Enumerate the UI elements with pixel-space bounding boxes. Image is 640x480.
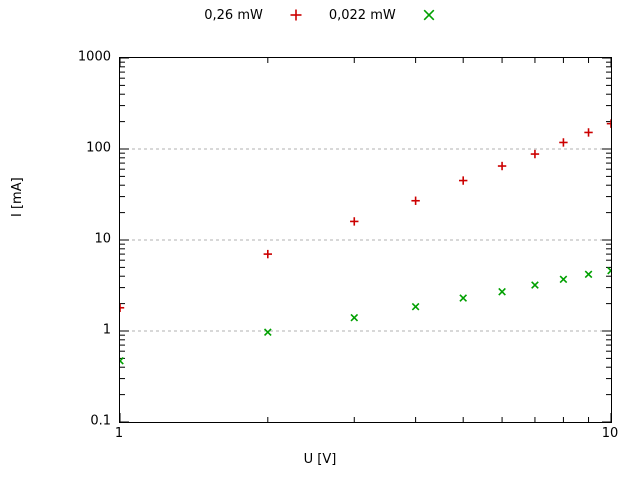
- data-markers: [120, 119, 611, 365]
- x-axis-tick-labels: 1 10: [115, 426, 618, 444]
- chart-legend: 0,26 mW 0,022 mW: [0, 0, 640, 30]
- x-axis-title: U [V]: [303, 452, 337, 467]
- plot-area: [119, 57, 612, 423]
- y-tick-label: 1: [102, 322, 111, 338]
- x-tick-label: 10: [601, 426, 619, 441]
- grid-lines: [120, 148, 611, 332]
- y-axis-title: I [mA]: [10, 177, 25, 217]
- y-axis-tick-labels: 0.1 1 10 100 1000: [46, 50, 111, 429]
- y-tick-label: 100: [86, 140, 111, 156]
- legend-entry-series-2: 0,022 mW: [329, 8, 436, 23]
- legend-entry-series-1: 0,26 mW: [204, 8, 303, 23]
- cross-marker-icon: [422, 8, 436, 22]
- y-tick-label: 0.1: [90, 413, 111, 429]
- x-tick-label: 1: [114, 426, 124, 441]
- y-tick-label: 10: [94, 231, 111, 247]
- legend-label-series-2: 0,022 mW: [328, 7, 396, 23]
- plus-marker-icon: [289, 8, 303, 22]
- y-tick-label: 1000: [77, 49, 111, 65]
- legend-label-series-1: 0,26 mW: [204, 7, 263, 23]
- axis-ticks: [119, 57, 612, 423]
